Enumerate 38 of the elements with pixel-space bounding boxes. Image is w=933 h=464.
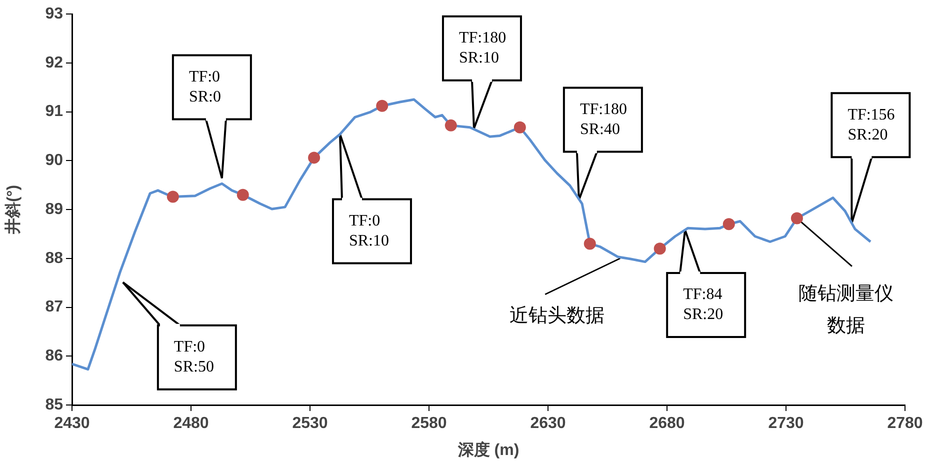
point [790,212,803,224]
point [654,242,666,255]
y-tick-label: 93 [45,5,64,22]
annotation: TF:0 SR:0 [188,68,221,106]
annotation: TF:156 SR:20 [848,106,895,144]
annotation: 随钻测量仪数据 [798,283,894,336]
y-tick-label: 89 [45,200,64,218]
point [722,218,735,230]
point [376,100,388,112]
y-axis-title: 井斜(°) [4,184,22,236]
x-tick-label: 2780 [887,415,923,432]
point [308,152,320,164]
y-tick-label: 88 [45,250,64,267]
y-tick-label: 86 [45,348,64,365]
point [584,238,596,250]
x-tick-label: 2630 [530,415,566,432]
x-tick-label: 2530 [292,415,328,432]
x-tick-label: 2730 [768,415,804,432]
x-tick-label: 2580 [411,415,447,432]
y-tick-label: 92 [45,54,64,72]
annotation: TF:0 SR:10 [348,212,390,250]
annotation: TF:180 SR:10 [458,30,506,67]
annotation: 近钻头数据 [510,305,605,326]
x-tick-label: 2680 [649,415,685,432]
y-tick-label: 91 [45,103,64,120]
point [444,119,457,132]
annotation: TF:84 SR:20 [683,286,724,324]
x-tick-label: 2430 [54,415,90,432]
x-tick-label: 2480 [173,415,209,432]
y-tick-label: 87 [45,298,64,316]
y-tick-label: 85 [45,396,64,414]
point [236,188,249,201]
point [514,121,526,134]
annotation: TF:180 SR:40 [580,100,628,138]
x-axis-title: 深度 (m) [456,440,520,459]
point [166,190,179,203]
y-tick-label: 90 [45,152,64,170]
annotation: TF:0 SR:50 [174,338,214,376]
